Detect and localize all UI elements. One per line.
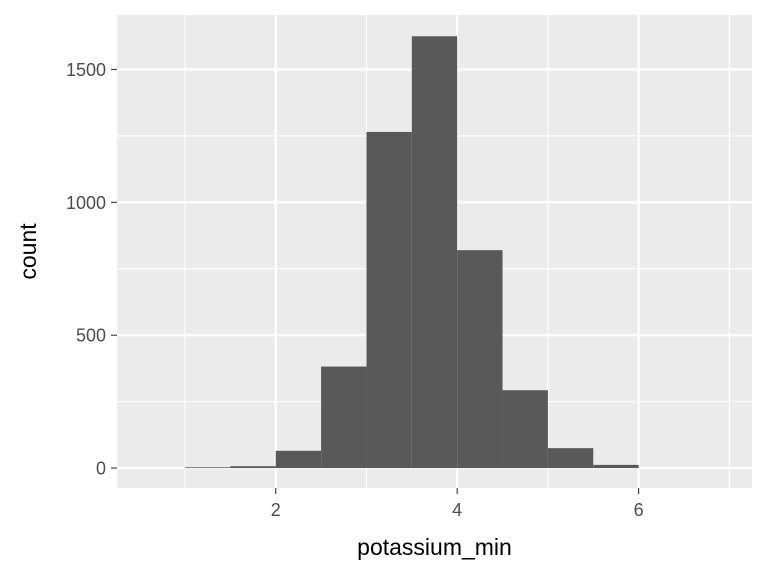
- y-axis-title: count: [15, 223, 41, 280]
- histogram-bar: [593, 464, 639, 469]
- histogram-bar: [366, 131, 412, 469]
- y-axis: 0 500 1000 1500: [66, 60, 117, 479]
- histogram-bar: [547, 448, 594, 469]
- x-tick-label: 4: [452, 500, 462, 520]
- x-tick-label: 2: [271, 500, 281, 520]
- x-axis: 2 4 6: [271, 488, 644, 520]
- histogram-bar: [275, 450, 322, 469]
- histogram-bars: [185, 36, 639, 469]
- histogram-bar: [321, 366, 367, 469]
- histogram-bar: [185, 467, 231, 469]
- histogram-bar: [411, 36, 458, 469]
- histogram-bar: [230, 466, 276, 469]
- y-tick-label: 1000: [66, 193, 106, 213]
- x-axis-title: potassium_min: [357, 534, 512, 560]
- y-tick-label: 500: [76, 326, 106, 346]
- x-tick-label: 6: [634, 500, 644, 520]
- histogram-bar: [457, 250, 503, 469]
- y-tick-label: 1500: [66, 60, 106, 80]
- histogram-bar: [502, 390, 548, 469]
- y-tick-label: 0: [96, 459, 106, 479]
